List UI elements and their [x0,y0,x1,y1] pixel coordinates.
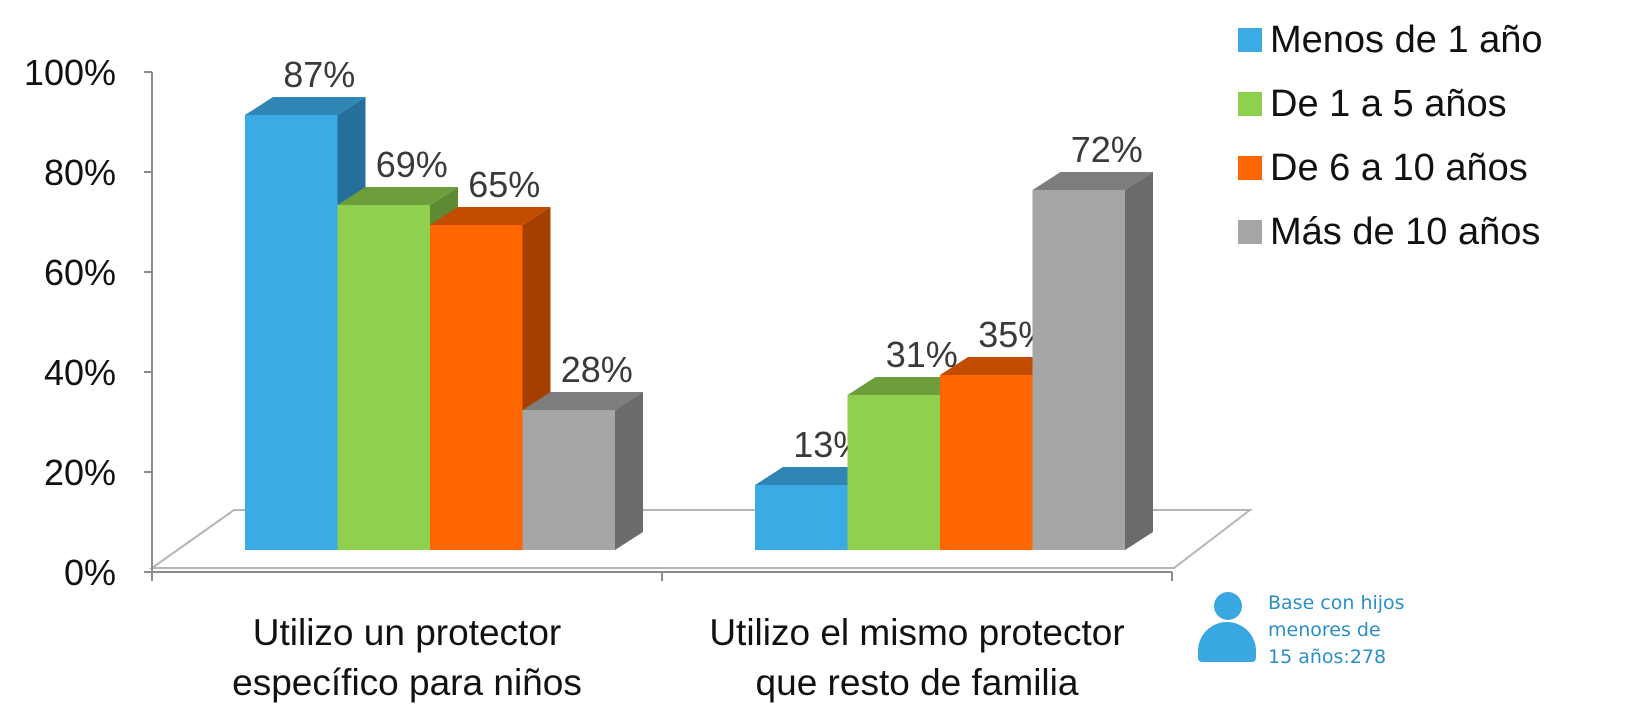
bar-top [522,392,643,410]
base-note-text: Base con hijos menores de 15 años:278 [1268,590,1468,671]
bar-side [615,392,643,550]
bar-top [1032,172,1153,190]
bar-top [847,377,968,395]
legend: Menos de 1 año De 1 a 5 años De 6 a 10 a… [1238,8,1543,264]
bar-side [1125,172,1153,550]
legend-label: De 6 a 10 años [1270,146,1528,189]
base-note-line: Base con hijos [1268,592,1405,614]
person-icon-head [1214,592,1242,620]
data-label: 72% [1071,129,1143,170]
y-tick-label: 40% [44,352,116,393]
bar [245,115,338,550]
bar-top [755,467,876,485]
bar [337,205,430,550]
base-note-line: 15 años:278 [1268,646,1387,668]
y-tick-label: 80% [44,152,116,193]
bar [847,395,940,550]
legend-item-de-1-a-5-anos: De 1 a 5 años [1238,72,1543,136]
y-tick-label: 0% [64,552,116,593]
data-label: 28% [561,349,633,390]
legend-label: Más de 10 años [1270,210,1541,253]
legend-label: Menos de 1 año [1270,18,1543,61]
legend-swatch [1238,156,1262,180]
bar [940,375,1033,550]
person-icon [1198,592,1256,672]
x-category-label: Utilizo un protector [253,612,561,653]
bar-top [245,97,366,115]
bar [430,225,523,550]
x-category-label: específico para niños [232,662,582,703]
data-label: 87% [283,54,355,95]
base-note-line: menores de [1268,619,1381,641]
legend-item-de-6-a-10-anos: De 6 a 10 años [1238,136,1543,200]
y-tick-label: 100% [24,52,116,93]
bar-top [337,187,458,205]
y-tick-label: 60% [44,252,116,293]
data-label: 65% [468,164,540,205]
legend-swatch [1238,28,1262,52]
x-category-label: Utilizo el mismo protector [709,612,1124,653]
legend-item-menos-de-1-ano: Menos de 1 año [1238,8,1543,72]
bar [1032,190,1125,550]
base-note: Base con hijos menores de 15 años:278 [1198,590,1468,672]
bar [522,410,615,550]
bar-top [430,207,551,225]
bar-top [940,357,1061,375]
data-label: 69% [376,144,448,185]
data-label: 31% [886,334,958,375]
legend-swatch [1238,220,1262,244]
bar [755,485,848,550]
legend-item-mas-de-10-anos: Más de 10 años [1238,200,1543,264]
legend-swatch [1238,92,1262,116]
y-tick-label: 20% [44,452,116,493]
x-category-label: que resto de familia [756,662,1079,703]
legend-label: De 1 a 5 años [1270,82,1507,125]
person-icon-body [1198,622,1256,662]
